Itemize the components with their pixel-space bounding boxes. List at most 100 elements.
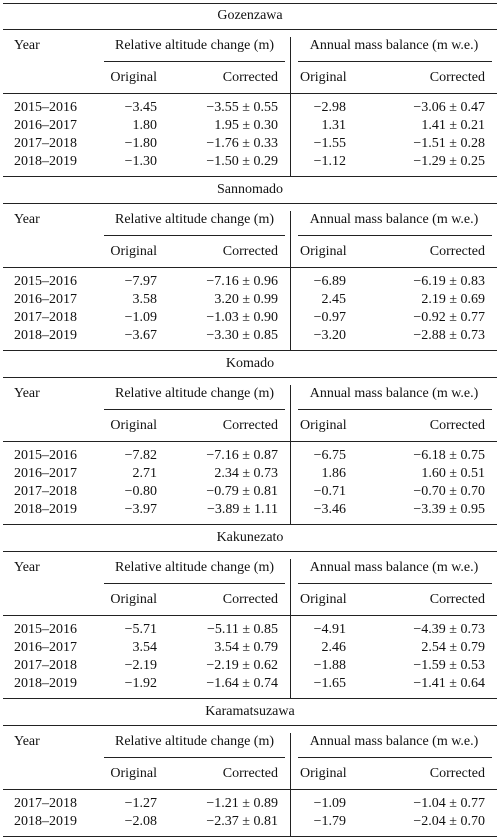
top-rule xyxy=(3,3,497,4)
cell-value: −1.09 xyxy=(313,796,346,811)
group-header: Annual mass balance (m w.e.) xyxy=(309,386,479,401)
cell-value: −0.97 xyxy=(313,310,346,325)
year-cell: 2018–2019 xyxy=(14,154,77,169)
cell-value: −0.80 xyxy=(124,484,157,499)
table-section: Karamatsuzawa Year Relative altitude chang… xyxy=(0,699,500,837)
group-rule xyxy=(104,409,285,410)
header-rule xyxy=(3,615,497,616)
year-cell: 2015–2016 xyxy=(14,100,77,115)
year-cell: 2018–2019 xyxy=(14,328,77,343)
section-title: Komado xyxy=(225,356,275,371)
cell-value: 2.71 xyxy=(132,466,158,481)
cell-value: −1.79 xyxy=(313,814,346,829)
title-rule xyxy=(3,29,497,30)
group-header: Relative altitude change (m) xyxy=(115,734,274,749)
column-divider xyxy=(290,733,291,837)
subheader: Original xyxy=(300,418,347,433)
cell-value: −2.37 ± 0.81 xyxy=(206,814,278,829)
year-cell: 2017–2018 xyxy=(14,484,77,499)
table-section: Kakunezato Year Relative altitude change (… xyxy=(0,525,500,699)
year-header: Year xyxy=(14,560,40,575)
column-divider xyxy=(290,211,291,351)
cell-value: −1.76 ± 0.33 xyxy=(206,136,278,151)
cell-value: −2.98 xyxy=(313,100,346,115)
group-rule xyxy=(104,61,285,62)
cell-value: −1.41 ± 0.64 xyxy=(413,676,485,691)
bottom-rule xyxy=(3,836,497,837)
subheader: Original xyxy=(110,70,157,85)
section-title: Karamatsuzawa xyxy=(205,704,295,719)
cell-value: −1.59 ± 0.53 xyxy=(413,658,485,673)
table-section: Sannomado Year Relative altitude change (m… xyxy=(0,177,500,351)
cell-value: −5.71 xyxy=(124,622,157,637)
cell-value: −0.70 ± 0.70 xyxy=(413,484,485,499)
cell-value: 3.54 xyxy=(132,640,158,655)
cell-value: −1.92 xyxy=(124,676,157,691)
subheader: Corrected xyxy=(429,418,485,433)
year-cell: 2018–2019 xyxy=(14,502,77,517)
group-header: Relative altitude change (m) xyxy=(115,38,274,53)
cell-value: 1.60 ± 0.51 xyxy=(421,466,485,481)
group-header: Relative altitude change (m) xyxy=(115,560,274,575)
year-cell: 2017–2018 xyxy=(14,658,77,673)
year-cell: 2015–2016 xyxy=(14,448,77,463)
group-rule xyxy=(298,757,492,758)
cell-value: −1.65 xyxy=(313,676,346,691)
subheader: Original xyxy=(110,592,157,607)
section-title: Kakunezato xyxy=(216,530,284,545)
cell-value: 3.20 ± 0.99 xyxy=(214,292,278,307)
column-divider xyxy=(290,559,291,699)
bottom-rule xyxy=(3,698,497,699)
cell-value: −1.12 xyxy=(313,154,346,169)
year-header: Year xyxy=(14,386,40,401)
cell-value: −3.67 xyxy=(124,328,157,343)
header-rule xyxy=(3,441,497,442)
year-cell: 2016–2017 xyxy=(14,466,77,481)
cell-value: 3.58 xyxy=(132,292,158,307)
year-cell: 2017–2018 xyxy=(14,136,77,151)
cell-value: −1.80 xyxy=(124,136,157,151)
cell-value: −6.19 ± 0.83 xyxy=(413,274,485,289)
column-divider xyxy=(290,37,291,177)
bottom-rule xyxy=(3,176,497,177)
table-section: Gozenzawa Year Relative altitude change (m… xyxy=(0,3,500,177)
cell-value: −6.18 ± 0.75 xyxy=(413,448,485,463)
cell-value: −1.29 ± 0.25 xyxy=(413,154,485,169)
title-rule xyxy=(3,377,497,378)
header-rule xyxy=(3,93,497,94)
year-cell: 2015–2016 xyxy=(14,622,77,637)
table-section: Komado Year Relative altitude change (m) An… xyxy=(0,351,500,525)
group-header: Annual mass balance (m w.e.) xyxy=(309,38,479,53)
cell-value: −0.92 ± 0.77 xyxy=(413,310,485,325)
cell-value: −7.97 xyxy=(124,274,157,289)
group-rule xyxy=(298,61,492,62)
cell-value: −4.91 xyxy=(313,622,346,637)
year-cell: 2017–2018 xyxy=(14,310,77,325)
subheader: Original xyxy=(110,244,157,259)
subheader: Original xyxy=(300,70,347,85)
subheader: Corrected xyxy=(222,418,278,433)
subheader: Original xyxy=(300,766,347,781)
cell-value: 1.41 ± 0.21 xyxy=(421,118,485,133)
year-cell: 2018–2019 xyxy=(14,676,77,691)
cell-value: −3.06 ± 0.47 xyxy=(413,100,485,115)
group-header: Relative altitude change (m) xyxy=(115,386,274,401)
bottom-rule xyxy=(3,524,497,525)
group-header: Annual mass balance (m w.e.) xyxy=(309,212,479,227)
cell-value: −7.16 ± 0.87 xyxy=(206,448,278,463)
cell-value: 1.86 xyxy=(321,466,347,481)
year-cell: 2017–2018 xyxy=(14,796,77,811)
group-rule xyxy=(104,583,285,584)
subheader: Corrected xyxy=(429,70,485,85)
year-cell: 2018–2019 xyxy=(14,814,77,829)
cell-value: −3.46 xyxy=(313,502,346,517)
group-rule xyxy=(298,583,492,584)
subheader: Original xyxy=(110,418,157,433)
section-title: Gozenzawa xyxy=(217,8,283,23)
year-cell: 2016–2017 xyxy=(14,640,77,655)
cell-value: −7.16 ± 0.96 xyxy=(206,274,278,289)
group-rule xyxy=(104,235,285,236)
subheader: Original xyxy=(300,244,347,259)
cell-value: −1.64 ± 0.74 xyxy=(206,676,278,691)
